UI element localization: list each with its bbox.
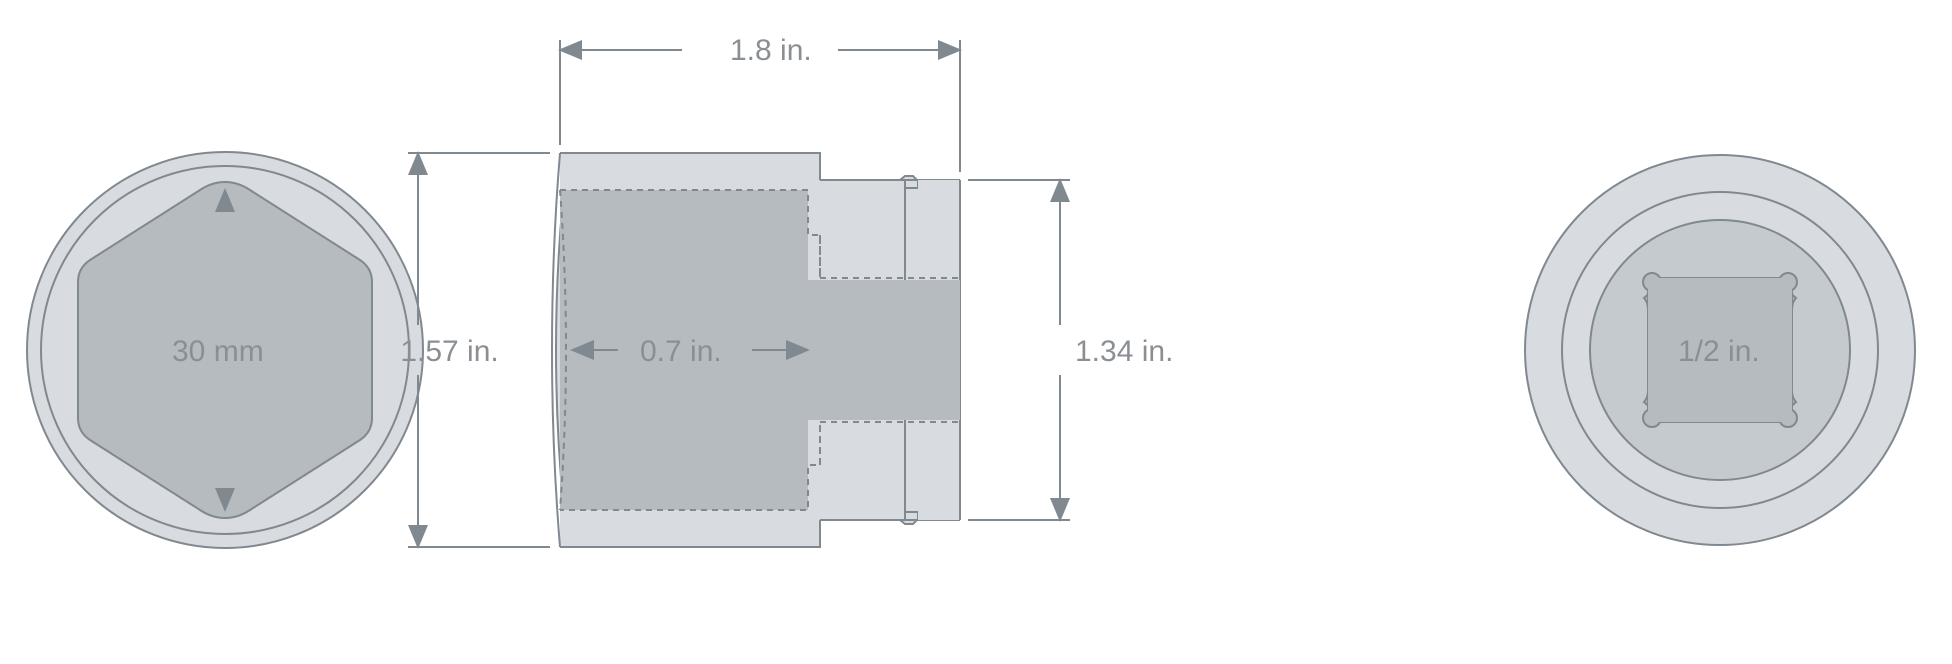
dim-drive-size: 1/2 in. xyxy=(1678,335,1760,369)
diagram-svg xyxy=(0,0,1952,664)
dim-hex-size: 30 mm xyxy=(172,335,264,369)
dim-bore-depth: 0.7 in. xyxy=(640,335,722,369)
socket-spec-diagram: 1.8 in. 1.57 in. 1.34 in. 0.7 in. 30 mm … xyxy=(0,0,1952,664)
dim-overall-length: 1.8 in. xyxy=(730,34,812,68)
dim-drive-end-diameter: 1.34 in. xyxy=(1075,335,1173,369)
dim-outer-diameter: 1.57 in. xyxy=(400,335,498,369)
